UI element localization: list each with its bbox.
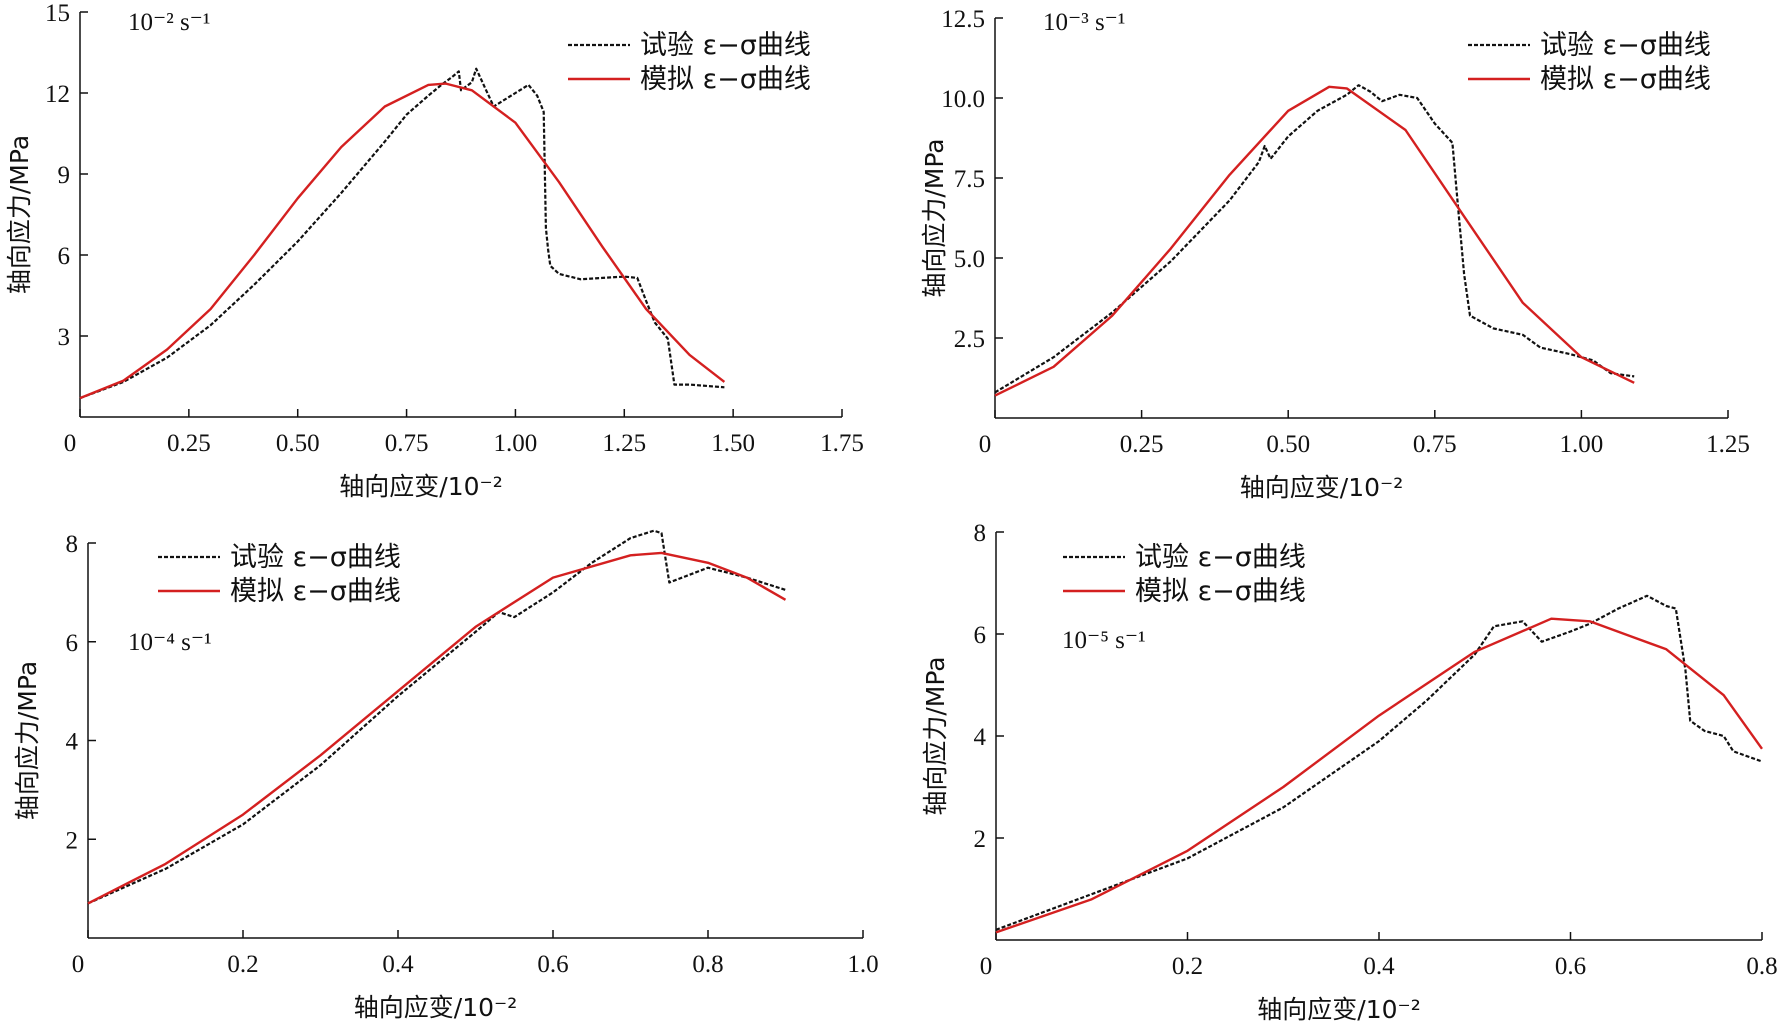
x-tick-label: 0.6 xyxy=(1555,953,1586,980)
y-axis-title: 轴向应力/MPa xyxy=(13,661,42,820)
model-curve xyxy=(87,551,787,905)
chart-panel-1: 0 0.25 0.50 0.75 1.00 1.25 1.50 1.75 3 6 9 12 15 轴向应变… xyxy=(5,0,864,501)
y-tick-label: 9 xyxy=(58,162,71,189)
legend-label-model: 模拟 ε−σ曲线 xyxy=(230,576,401,607)
y-tick-label: 8 xyxy=(974,520,987,547)
y-tick-label: 10.0 xyxy=(941,86,985,113)
y-tick-label: 2 xyxy=(66,827,79,854)
x-tick-label: 1.0 xyxy=(847,951,878,978)
strain-rate-label: 10⁻² s⁻¹ xyxy=(128,9,210,36)
x-axis-title: 轴向应变/10⁻² xyxy=(1257,995,1420,1024)
x-tick-label: 0.4 xyxy=(1363,953,1395,980)
y-tick-label: 4 xyxy=(974,724,987,751)
model-curve xyxy=(995,617,1763,934)
x-tick-label: 0.2 xyxy=(227,951,258,978)
test-curve xyxy=(79,67,725,400)
legend-label-test: 试验 ε−σ曲线 xyxy=(230,542,401,573)
legend-label-model: 模拟 ε−σ曲线 xyxy=(1540,64,1711,95)
strain-rate-label: 10⁻⁵ s⁻¹ xyxy=(1062,627,1146,654)
x-tick-label: 0 xyxy=(980,953,993,980)
x-tick-label: 0.8 xyxy=(692,951,723,978)
legend-label-test: 试验 ε−σ曲线 xyxy=(640,30,811,61)
y-tick-label: 6 xyxy=(974,622,987,649)
legend-label-test: 试验 ε−σ曲线 xyxy=(1135,542,1306,573)
y-tick-label: 6 xyxy=(58,243,71,270)
x-tick-label: 0 xyxy=(72,951,85,978)
x-tick-label: 0.25 xyxy=(167,430,211,457)
x-axis-title: 轴向应变/10⁻² xyxy=(339,472,502,501)
x-tick-label: 0.8 xyxy=(1746,953,1777,980)
strain-rate-label: 10⁻³ s⁻¹ xyxy=(1043,9,1125,36)
model-curve xyxy=(79,82,726,400)
y-tick-label: 2 xyxy=(974,826,987,853)
legend-label-model: 模拟 ε−σ曲线 xyxy=(640,64,811,95)
x-tick-label: 0.75 xyxy=(385,430,429,457)
test-curve xyxy=(994,84,1635,394)
model-curve xyxy=(994,85,1635,397)
y-axis-title: 轴向应力/MPa xyxy=(920,138,949,297)
y-axis-title: 轴向应力/MPa xyxy=(5,135,34,294)
y-tick-label: 6 xyxy=(66,630,79,657)
y-tick-label: 4 xyxy=(66,729,79,756)
x-axis-title: 轴向应变/10⁻² xyxy=(354,993,517,1022)
y-tick-label: 3 xyxy=(58,324,71,351)
chart-panel-3: 0 0.2 0.4 0.6 0.8 1.0 2 4 6 8 轴向应变/10⁻² 轴向应力/MPa 10⁻… xyxy=(13,529,879,1022)
x-tick-label: 0.6 xyxy=(537,951,568,978)
x-tick-label: 0.50 xyxy=(276,430,320,457)
test-curve xyxy=(995,594,1763,931)
legend-label-test: 试验 ε−σ曲线 xyxy=(1540,30,1711,61)
x-tick-label: 0.50 xyxy=(1266,431,1310,458)
chart-panel-2: 0 0.25 0.50 0.75 1.00 1.25 2.5 5.0 7.5 10.0 12.5 轴向… xyxy=(920,6,1750,502)
x-tick-label: 0.75 xyxy=(1413,431,1457,458)
x-tick-label: 1.50 xyxy=(711,430,755,457)
x-tick-label: 1.00 xyxy=(1560,431,1604,458)
x-tick-label: 0 xyxy=(64,430,77,457)
y-tick-label: 12.5 xyxy=(941,6,985,33)
x-tick-label: 1.25 xyxy=(1706,431,1750,458)
y-axis-title: 轴向应力/MPa xyxy=(921,656,950,815)
y-tick-label: 12 xyxy=(45,81,70,108)
legend-label-model: 模拟 ε−σ曲线 xyxy=(1135,576,1306,607)
y-tick-label: 8 xyxy=(66,531,79,558)
x-tick-label: 0.2 xyxy=(1172,953,1203,980)
y-tick-label: 15 xyxy=(45,0,70,27)
y-tick-label: 7.5 xyxy=(954,166,985,193)
y-tick-label: 5.0 xyxy=(954,246,985,273)
x-tick-label: 0 xyxy=(979,431,992,458)
strain-rate-label: 10⁻⁴ s⁻¹ xyxy=(128,629,212,656)
x-axis-title: 轴向应变/10⁻² xyxy=(1240,473,1403,502)
x-tick-label: 1.00 xyxy=(494,430,538,457)
x-tick-label: 0.4 xyxy=(382,951,414,978)
x-tick-label: 1.25 xyxy=(602,430,646,457)
y-tick-label: 2.5 xyxy=(954,326,985,353)
chart-panel-4: 0 0.2 0.4 0.6 0.8 2 4 6 8 轴向应变/10⁻² 轴向应力/MPa 10⁻⁵ s… xyxy=(921,520,1778,1024)
x-tick-label: 0.25 xyxy=(1120,431,1164,458)
x-tick-label: 1.75 xyxy=(820,430,864,457)
